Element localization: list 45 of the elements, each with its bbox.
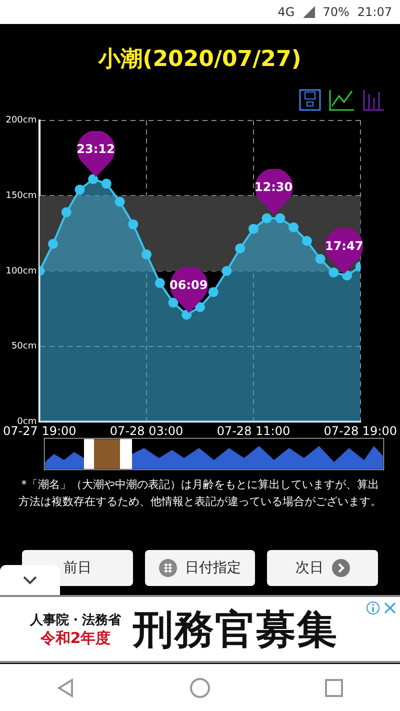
annotation: 12:30: [254, 180, 294, 194]
y-tick-label: 150cm: [6, 191, 37, 202]
point: [328, 268, 339, 278]
point: [248, 224, 258, 234]
text: 令和2年度: [40, 628, 111, 648]
text: 日付指定: [144, 550, 256, 586]
text: 21:07: [357, 5, 392, 19]
point: [195, 302, 205, 312]
text: 次日: [267, 550, 378, 586]
point: [222, 266, 232, 276]
point: [128, 219, 138, 230]
point: [154, 278, 165, 288]
annotation: 17:47: [324, 238, 364, 253]
point: [74, 184, 85, 195]
point: [288, 222, 299, 232]
y-tick-label: 200cm: [6, 116, 37, 126]
text: 人事院・法務省: [30, 612, 121, 628]
point: [275, 213, 286, 224]
point: [302, 236, 312, 246]
point: [101, 178, 112, 189]
annotation: 23:12: [76, 142, 116, 156]
point: [114, 196, 125, 207]
point: [142, 249, 152, 260]
x-tick-label: 07-28 03:00: [110, 424, 184, 438]
x-tick-label: 07-28 11:00: [216, 424, 290, 438]
point: [262, 213, 272, 224]
text: *「潮名」（大潮や中潮の表記）は月齢をもとに算出していますが、算出方法は複数存在するため、他情報と表記が違っている場合がございます。: [18, 477, 382, 510]
text: 70%: [322, 5, 350, 19]
y-tick-label: 100cm: [6, 266, 37, 276]
y-tick-label: 50cm: [11, 342, 37, 352]
text: 前日: [22, 550, 133, 586]
annotation: 06:09: [168, 278, 209, 292]
point: [342, 270, 352, 281]
x-tick-label: 07-28 19:00: [324, 424, 397, 438]
text: 刑務官募集: [133, 606, 338, 654]
point: [315, 254, 326, 264]
point: [182, 310, 192, 320]
text: 4G: [278, 5, 295, 19]
point: [61, 207, 72, 218]
point: [235, 243, 246, 254]
point: [208, 287, 218, 298]
point: [88, 174, 98, 184]
chart-title: 小潮(2020/07/27): [97, 46, 302, 74]
point: [48, 238, 58, 249]
point: [168, 298, 178, 308]
